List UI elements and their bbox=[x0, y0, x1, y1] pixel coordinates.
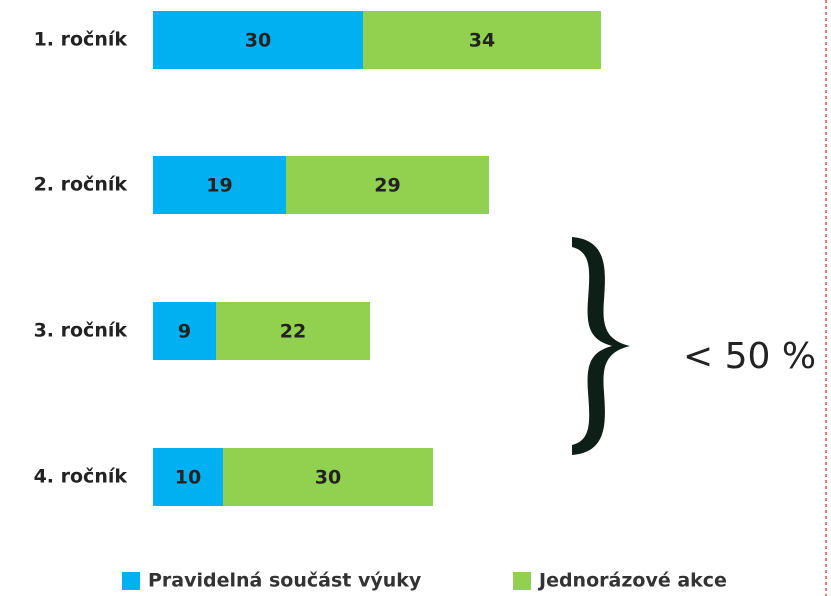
value-label: 30 bbox=[315, 467, 341, 489]
bar-segment bbox=[153, 302, 216, 360]
bar-segment bbox=[286, 156, 489, 214]
value-label: 22 bbox=[280, 321, 306, 343]
brace bbox=[572, 237, 630, 455]
legend-swatch bbox=[513, 572, 531, 590]
value-label: 34 bbox=[469, 30, 495, 52]
bar-segment bbox=[153, 11, 363, 69]
value-label: 29 bbox=[374, 175, 400, 197]
bar-segment bbox=[216, 302, 370, 360]
category-label: 3. ročník bbox=[34, 320, 128, 342]
category-label: 2. ročník bbox=[34, 174, 128, 196]
legend-label: Jednorázové akce bbox=[537, 570, 727, 592]
category-label: 4. ročník bbox=[34, 466, 128, 488]
bar-segment bbox=[363, 11, 601, 69]
bar-segment bbox=[153, 448, 223, 506]
value-label: 30 bbox=[245, 30, 271, 52]
value-label: 10 bbox=[175, 467, 201, 489]
value-label: 9 bbox=[178, 321, 191, 343]
legend-swatch bbox=[122, 572, 140, 590]
bar-segment bbox=[153, 156, 286, 214]
category-label: 1. ročník bbox=[34, 29, 128, 51]
legend-label: Pravidelná součást výuky bbox=[148, 570, 422, 592]
value-label: 19 bbox=[206, 175, 232, 197]
annotation: < 50 % bbox=[683, 336, 816, 377]
bar-segment bbox=[223, 448, 433, 506]
